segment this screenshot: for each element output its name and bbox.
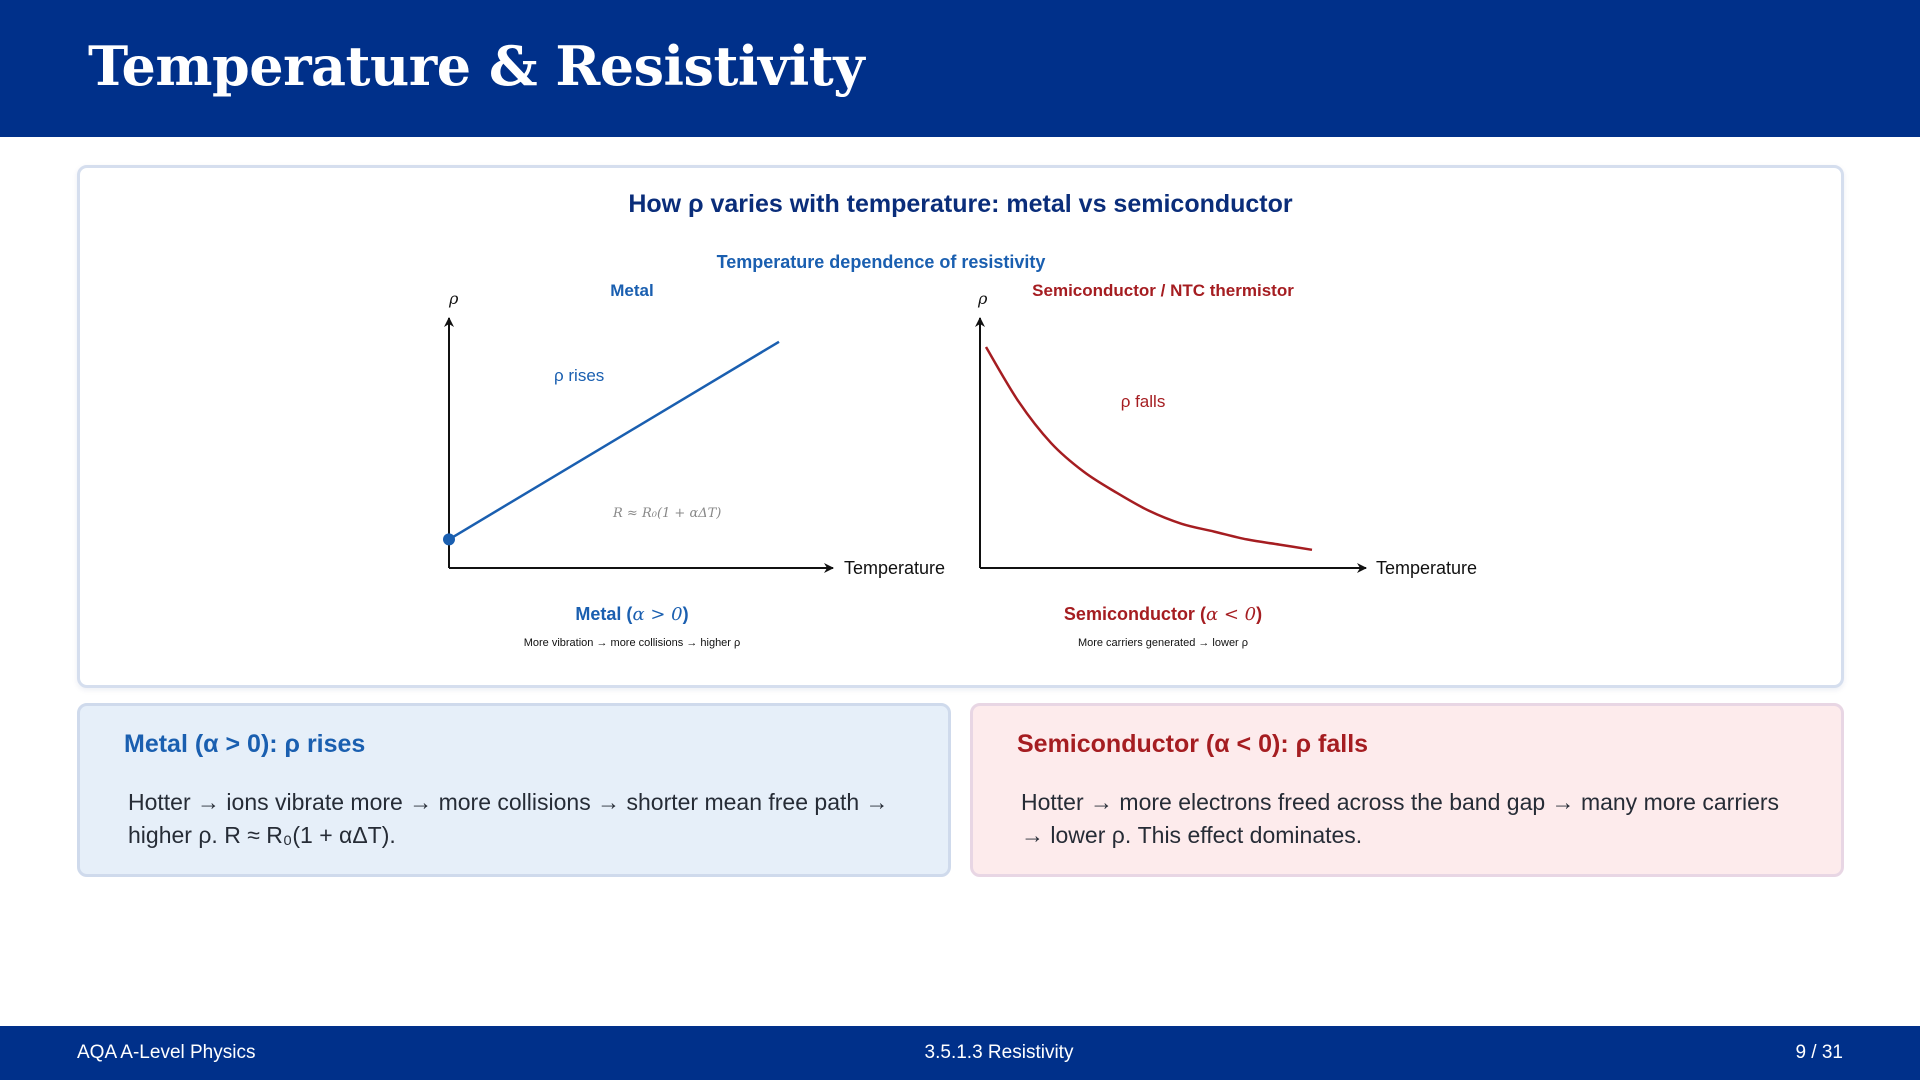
footer-course: AQA A-Level Physics	[77, 1042, 256, 1063]
metal-note: More vibration → more collisions → highe…	[524, 637, 741, 649]
semiconductor-info-heading: Semiconductor (α < 0): ρ falls	[1017, 730, 1369, 758]
metal-y-axis-label: ρ	[448, 289, 459, 308]
metal-subtitle: Metal (α > 0)	[575, 604, 688, 625]
semiconductor-y-axis-label: ρ	[977, 289, 988, 308]
semiconductor-panel-title: Semiconductor / NTC thermistor	[1032, 281, 1294, 300]
metal-panel-title: Metal	[610, 281, 653, 300]
metal-formula: R ≈ R₀(1 + αΔT)	[612, 506, 721, 521]
semiconductor-subtitle: Semiconductor (α < 0)	[1064, 604, 1262, 625]
footer-section: 3.5.1.3 Resistivity	[924, 1042, 1074, 1063]
resistivity-figure: Temperature dependence of resistivity Me…	[443, 252, 1477, 649]
figure-card: How ρ varies with temperature: metal vs …	[77, 165, 1844, 688]
footer-page-number: 9 / 31	[1795, 1042, 1843, 1063]
footer-bar: AQA A-Level Physics 3.5.1.3 Resistivity …	[0, 1026, 1920, 1080]
slide-title: Temperature & Resistivity	[88, 34, 865, 98]
metal-info-body: Hotter → ions vibrate more → more collis…	[128, 789, 889, 848]
figure-caption: How ρ varies with temperature: metal vs …	[628, 190, 1293, 218]
metal-info-heading: Metal (α > 0): ρ rises	[124, 730, 366, 758]
metal-panel: Metal ρ Temperature ρ rises R ≈ R₀(1 + α…	[443, 281, 945, 649]
semiconductor-info-box: Semiconductor (α < 0): ρ falls Hotter → …	[970, 703, 1844, 877]
semiconductor-x-axis-label: Temperature	[1376, 558, 1477, 578]
metal-intercept-point	[443, 533, 455, 546]
metal-x-axis-label: Temperature	[844, 558, 945, 578]
metal-annotation: ρ rises	[554, 366, 604, 385]
semiconductor-annotation: ρ falls	[1121, 392, 1166, 411]
metal-info-box: Metal (α > 0): ρ rises Hotter → ions vib…	[77, 703, 951, 877]
semiconductor-panel: Semiconductor / NTC thermistor ρ Tempera…	[975, 281, 1477, 649]
semiconductor-info-body: Hotter → more electrons freed across the…	[1021, 789, 1780, 848]
semiconductor-resistivity-curve	[984, 346, 1313, 552]
metal-resistivity-line	[448, 340, 780, 541]
figure-suptitle: Temperature dependence of resistivity	[717, 252, 1046, 272]
title-bar: Temperature & Resistivity	[0, 0, 1920, 137]
semiconductor-note: More carriers generated → lower ρ	[1078, 637, 1248, 649]
